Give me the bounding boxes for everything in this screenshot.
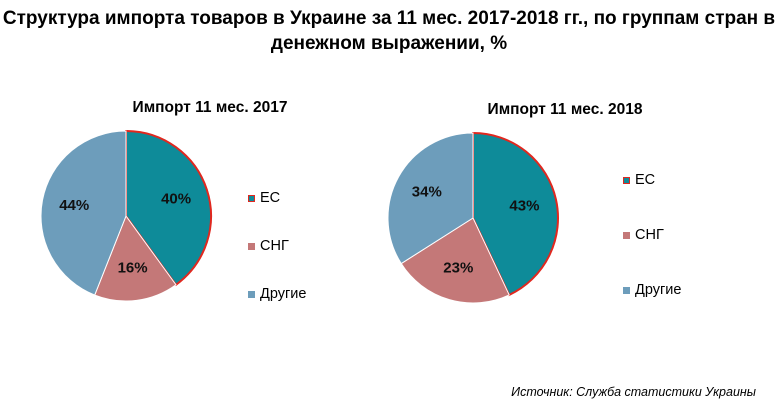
slice-sng — [94, 214, 177, 302]
legend-label-es: ЕС — [260, 190, 281, 206]
legend-swatch-es — [623, 176, 630, 184]
legend-swatch-sng — [248, 242, 255, 250]
source-note: Источник: Служба статистики Украины — [511, 385, 756, 399]
legend-item-sng: СНГ — [623, 227, 664, 243]
slice-label-sng: 16% — [118, 259, 148, 276]
legend-label-other: Другие — [260, 286, 307, 302]
legend-swatch-es — [248, 194, 255, 202]
legend-item-other: Другие — [623, 282, 681, 298]
legend-label-sng: СНГ — [635, 227, 664, 243]
legend-item-es: ЕС — [623, 172, 655, 188]
legend-swatch-other — [248, 290, 255, 298]
legend-label-sng: СНГ — [260, 238, 289, 254]
slice-label-sng: 23% — [443, 260, 473, 277]
slice-label-es: 40% — [161, 191, 191, 208]
slice-es — [472, 131, 559, 297]
slice-other — [387, 132, 474, 265]
main-title: Структура импорта товаров в Украине за 1… — [2, 8, 776, 54]
slice-es — [125, 129, 212, 287]
slice-other — [40, 130, 127, 296]
chart-title-2018: Импорт 11 мес. 2018 — [487, 101, 643, 118]
slice-label-other: 44% — [59, 197, 89, 214]
legend-item-es: ЕС — [248, 190, 280, 206]
legend-swatch-other — [623, 286, 630, 294]
legend-label-other: Другие — [635, 282, 682, 298]
chart-title-2017: Импорт 11 мес. 2017 — [132, 99, 288, 116]
slice-label-other: 34% — [412, 184, 442, 201]
legend-label-es: ЕС — [635, 172, 656, 188]
legend-item-sng: СНГ — [248, 238, 289, 254]
slice-label-es: 43% — [509, 197, 539, 214]
legend-item-other: Другие — [248, 286, 306, 302]
legend-swatch-sng — [623, 231, 630, 239]
slice-sng — [400, 217, 510, 304]
